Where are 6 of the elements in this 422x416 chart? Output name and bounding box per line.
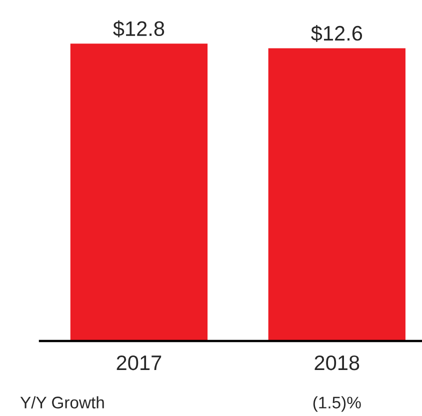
- data-label: $12.6: [311, 25, 362, 42]
- data-label: $12.8: [113, 20, 164, 38]
- x-tick-label: 2017: [116, 355, 162, 370]
- text: Y/Y Growth: [20, 396, 104, 408]
- x-tick-label: 2018: [314, 355, 360, 370]
- text: (1.5)%: [313, 396, 361, 412]
